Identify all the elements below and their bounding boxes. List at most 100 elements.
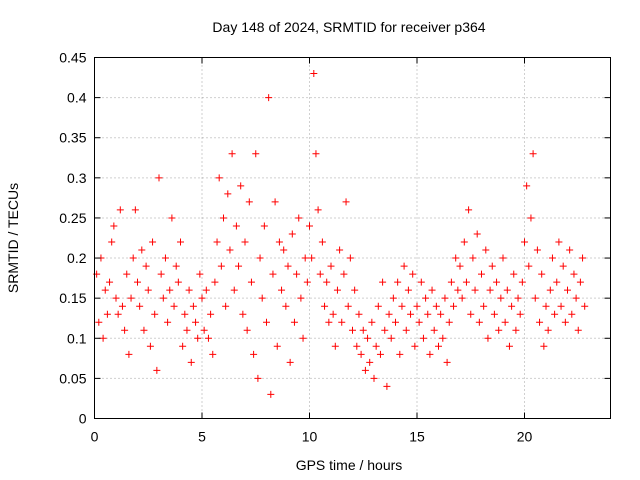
- data-point: [232, 222, 240, 230]
- data-point: [555, 238, 563, 246]
- data-point: [153, 366, 161, 374]
- data-point: [325, 318, 333, 326]
- data-point: [490, 310, 498, 318]
- x-tick-label: 0: [91, 429, 99, 445]
- data-point: [404, 286, 412, 294]
- data-point: [456, 262, 464, 270]
- data-point: [196, 270, 204, 278]
- data-point: [136, 302, 144, 310]
- data-point: [574, 326, 582, 334]
- data-point: [131, 206, 139, 214]
- data-point: [189, 302, 197, 310]
- data-point: [220, 214, 227, 222]
- data-point: [101, 286, 109, 294]
- data-point: [525, 262, 533, 270]
- data-point: [435, 342, 442, 350]
- data-point: [473, 230, 481, 238]
- data-point: [398, 302, 406, 310]
- data-point: [155, 174, 163, 182]
- data-point: [368, 318, 376, 326]
- data-point: [331, 342, 339, 350]
- data-point: [572, 294, 580, 302]
- data-point: [280, 246, 288, 254]
- data-point: [480, 302, 488, 310]
- data-point: [445, 318, 453, 326]
- data-point: [321, 302, 329, 310]
- data-point: [185, 286, 193, 294]
- data-point: [439, 334, 447, 342]
- y-tick-label: 0.1: [67, 330, 87, 346]
- data-point: [256, 254, 264, 262]
- data-point: [430, 326, 438, 334]
- data-point: [553, 278, 561, 286]
- data-point: [237, 182, 245, 190]
- data-point: [529, 150, 537, 158]
- data-point: [288, 230, 296, 238]
- data-point: [187, 358, 195, 366]
- data-point: [536, 318, 544, 326]
- data-point: [379, 278, 387, 286]
- data-point: [340, 270, 348, 278]
- data-point: [286, 358, 294, 366]
- data-point: [417, 278, 425, 286]
- data-point: [493, 278, 501, 286]
- data-point: [202, 286, 210, 294]
- data-point: [151, 310, 159, 318]
- data-point: [419, 334, 427, 342]
- data-point: [432, 302, 440, 310]
- data-point: [198, 294, 206, 302]
- data-point: [159, 294, 167, 302]
- data-point: [510, 270, 518, 278]
- data-point: [411, 342, 419, 350]
- data-point: [168, 214, 176, 222]
- data-point: [226, 246, 234, 254]
- data-point: [269, 270, 277, 278]
- data-point: [149, 238, 157, 246]
- data-point: [533, 246, 541, 254]
- x-axis-label: GPS time / hours: [296, 457, 403, 473]
- data-point: [428, 286, 436, 294]
- data-point: [443, 358, 451, 366]
- data-point: [499, 254, 507, 262]
- data-point: [241, 238, 249, 246]
- data-point: [364, 334, 372, 342]
- data-point: [579, 254, 587, 262]
- data-point: [523, 182, 531, 190]
- data-point: [357, 350, 365, 358]
- data-point: [194, 334, 202, 342]
- data-point: [166, 286, 174, 294]
- data-point: [295, 214, 303, 222]
- data-point: [290, 318, 298, 326]
- data-point: [336, 246, 344, 254]
- data-point: [561, 318, 569, 326]
- y-tick-label: 0.45: [59, 50, 86, 66]
- chart-title: Day 148 of 2024, SRMTID for receiver p36…: [212, 19, 485, 35]
- data-point: [310, 70, 318, 78]
- data-point: [243, 326, 251, 334]
- data-point: [284, 262, 292, 270]
- data-point: [482, 246, 490, 254]
- data-point: [355, 310, 363, 318]
- data-point: [103, 310, 111, 318]
- y-axis-label: SRMTID / TECUs: [5, 183, 21, 293]
- data-point: [183, 326, 191, 334]
- data-point: [211, 278, 219, 286]
- data-point: [546, 286, 554, 294]
- data-point: [192, 318, 200, 326]
- data-point: [426, 350, 434, 358]
- x-tick-label: 20: [517, 429, 533, 445]
- data-point: [250, 350, 258, 358]
- data-point: [376, 350, 384, 358]
- data-point: [531, 294, 539, 302]
- data-point: [342, 198, 350, 206]
- data-point: [344, 302, 352, 310]
- data-point: [209, 350, 217, 358]
- data-point: [108, 238, 116, 246]
- data-point: [501, 318, 509, 326]
- data-point: [138, 246, 146, 254]
- data-point: [146, 342, 154, 350]
- data-point: [359, 326, 367, 334]
- y-tick-label: 0: [79, 411, 87, 427]
- data-point: [527, 214, 535, 222]
